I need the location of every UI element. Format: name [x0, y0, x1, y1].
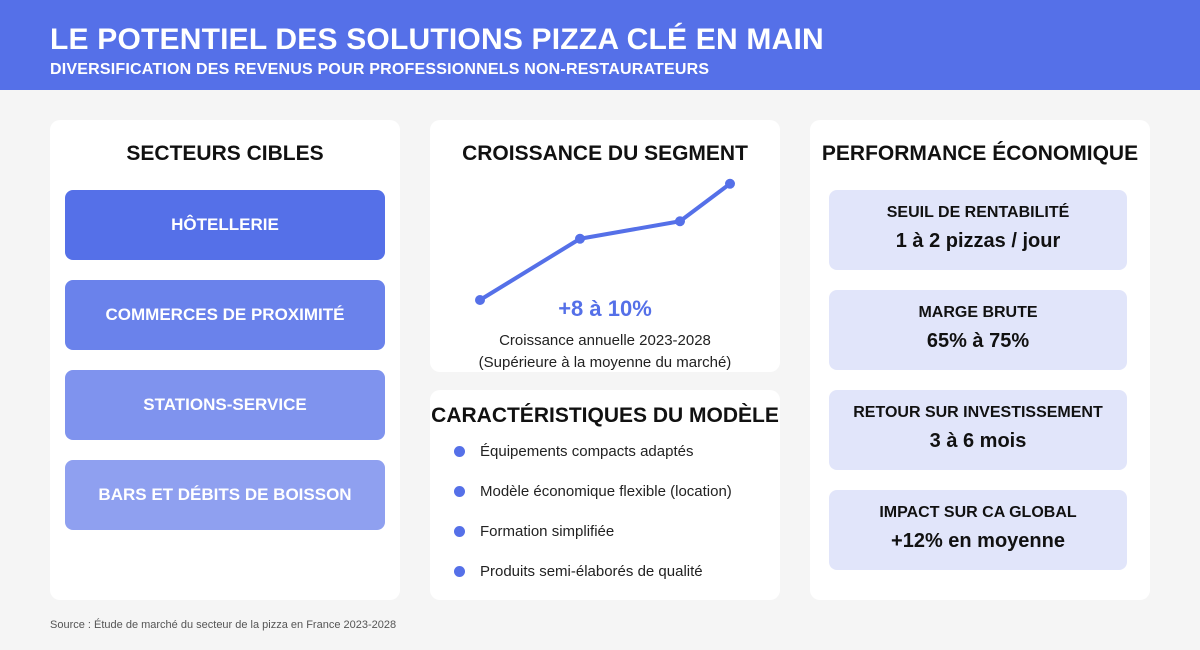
metric-value: 3 à 6 mois	[929, 430, 1027, 452]
bullet-dot-icon	[454, 526, 465, 537]
metric-value: 65% à 75%	[926, 330, 1030, 352]
bullet-dot-icon	[454, 446, 465, 457]
metric-roi: RETOUR SUR INVESTISSEMENT 3 à 6 mois	[829, 390, 1127, 470]
growth-title: CROISSANCE DU SEGMENT	[462, 142, 748, 165]
feature-label: Équipements compacts adaptés	[480, 443, 694, 460]
feature-item: Modèle économique flexible (location)	[454, 483, 732, 500]
page-title: LE POTENTIEL DES SOLUTIONS PIZZA CLÉ EN …	[50, 23, 824, 56]
growth-data-point	[475, 295, 485, 305]
growth-data-point	[675, 216, 685, 227]
metric-gross-margin: MARGE BRUTE 65% à 75%	[829, 290, 1127, 370]
metric-label: SEUIL DE RENTABILITÉ	[886, 204, 1070, 221]
sectors-card: SECTEURS CIBLES HÔTELLERIE COMMERCES DE …	[50, 120, 400, 600]
metric-label: IMPACT SUR CA GLOBAL	[879, 504, 1077, 521]
growth-data-point	[575, 233, 585, 244]
feature-label: Modèle économique flexible (location)	[480, 483, 732, 500]
model-title: CARACTÉRISTIQUES DU MODÈLE	[431, 404, 779, 427]
growth-caption-line1: Croissance annuelle 2023-2028	[499, 332, 711, 349]
sector-commerces: COMMERCES DE PROXIMITÉ	[65, 280, 385, 350]
metric-label: RETOUR SUR INVESTISSEMENT	[853, 404, 1103, 421]
metric-value: 1 à 2 pizzas / jour	[895, 230, 1061, 252]
sector-hotellerie: HÔTELLERIE	[65, 190, 385, 260]
sectors-title: SECTEURS CIBLES	[126, 142, 324, 165]
feature-item: Formation simplifiée	[454, 523, 614, 540]
model-card: CARACTÉRISTIQUES DU MODÈLE Équipements c…	[430, 390, 780, 600]
metric-revenue-impact: IMPACT SUR CA GLOBAL +12% en moyenne	[829, 490, 1127, 570]
metric-breakeven: SEUIL DE RENTABILITÉ 1 à 2 pizzas / jour	[829, 190, 1127, 270]
bullet-dot-icon	[454, 566, 465, 577]
sector-bars: BARS ET DÉBITS DE BOISSON	[65, 460, 385, 530]
growth-caption-line2: (Supérieure à la moyenne du marché)	[478, 354, 732, 371]
performance-title: PERFORMANCE ÉCONOMIQUE	[821, 142, 1139, 165]
metric-value: +12% en moyenne	[891, 530, 1065, 552]
feature-item: Produits semi-élaborés de qualité	[454, 563, 703, 580]
growth-value: +8 à 10%	[558, 296, 652, 321]
performance-card: PERFORMANCE ÉCONOMIQUE SEUIL DE RENTABIL…	[810, 120, 1150, 600]
bullet-dot-icon	[454, 486, 465, 497]
growth-data-point	[725, 178, 735, 189]
feature-label: Produits semi-élaborés de qualité	[480, 563, 703, 580]
feature-label: Formation simplifiée	[480, 523, 615, 540]
sector-stations: STATIONS-SERVICE	[65, 370, 385, 440]
page-subtitle: DIVERSIFICATION DES REVENUS POUR PROFESS…	[50, 61, 710, 78]
growth-chart	[475, 178, 735, 305]
feature-item: Équipements compacts adaptés	[454, 443, 693, 460]
header-banner: LE POTENTIEL DES SOLUTIONS PIZZA CLÉ EN …	[0, 0, 1200, 90]
source-note: Source : Étude de marché du secteur de l…	[50, 619, 397, 631]
growth-series-line	[478, 182, 732, 302]
metric-label: MARGE BRUTE	[918, 304, 1038, 321]
growth-card: CROISSANCE DU SEGMENT +8 à 10% Croissanc…	[430, 120, 780, 372]
